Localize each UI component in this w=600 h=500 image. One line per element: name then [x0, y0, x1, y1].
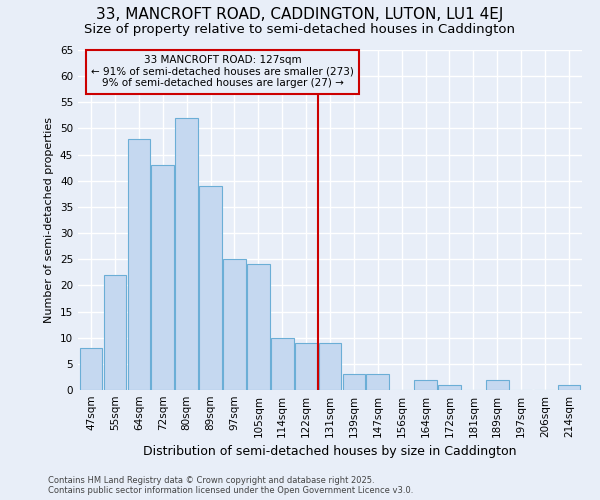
Bar [128, 139, 150, 390]
Bar [247, 264, 269, 390]
Bar [295, 343, 317, 390]
Bar [557, 385, 580, 390]
Bar [414, 380, 437, 390]
Text: Contains HM Land Registry data © Crown copyright and database right 2025.
Contai: Contains HM Land Registry data © Crown c… [48, 476, 413, 495]
Bar [151, 165, 174, 390]
Text: 33, MANCROFT ROAD, CADDINGTON, LUTON, LU1 4EJ: 33, MANCROFT ROAD, CADDINGTON, LUTON, LU… [97, 8, 503, 22]
Y-axis label: Number of semi-detached properties: Number of semi-detached properties [44, 117, 55, 323]
Bar [80, 348, 103, 390]
Text: Size of property relative to semi-detached houses in Caddington: Size of property relative to semi-detach… [85, 22, 515, 36]
Bar [486, 380, 509, 390]
Bar [367, 374, 389, 390]
Bar [199, 186, 222, 390]
Bar [319, 343, 341, 390]
Bar [175, 118, 198, 390]
Bar [104, 275, 127, 390]
Text: 33 MANCROFT ROAD: 127sqm
← 91% of semi-detached houses are smaller (273)
9% of s: 33 MANCROFT ROAD: 127sqm ← 91% of semi-d… [91, 55, 354, 88]
Bar [223, 259, 246, 390]
Bar [271, 338, 293, 390]
Bar [343, 374, 365, 390]
Bar [438, 385, 461, 390]
X-axis label: Distribution of semi-detached houses by size in Caddington: Distribution of semi-detached houses by … [143, 446, 517, 458]
